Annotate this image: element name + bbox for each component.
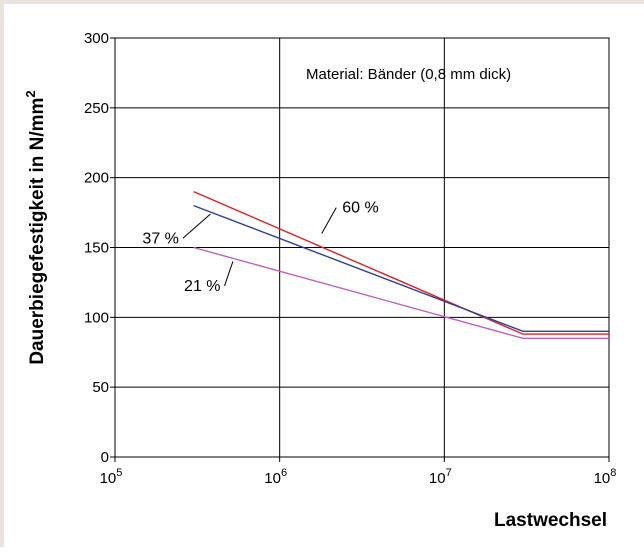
series-leader (224, 261, 234, 286)
y-tick-label: 150 (84, 240, 109, 257)
x-tick-label: 106 (264, 467, 287, 487)
annotation: Material: Bänder (0,8 mm dick) (306, 66, 511, 83)
x-tick-label: 105 (100, 467, 123, 487)
chart: 0 50 100 150 200 250 300 105 106 107 108 60 % 37 %… (23, 30, 617, 531)
x-axis-title: Lastwechsel (494, 510, 607, 531)
series-label: 37 % (142, 230, 178, 247)
y-tick-label: 200 (84, 170, 109, 187)
y-tick-label: 0 (101, 449, 109, 466)
x-tick-label: 108 (594, 467, 617, 487)
y-tick-label: 300 (84, 30, 109, 47)
y-tick-label: 50 (92, 379, 109, 396)
series-label: 60 % (342, 200, 378, 217)
series-line (193, 190, 609, 335)
series-labels: 60 % 37 % 21 % (142, 200, 378, 295)
series-leader (182, 213, 211, 239)
grid (114, 37, 610, 458)
y-axis-title: Dauerbiegefestigkeit in N/mm2 (23, 90, 48, 364)
y-tick-label: 250 (84, 100, 109, 117)
y-tick-label: 100 (84, 309, 109, 326)
series-lines (193, 190, 609, 339)
x-axis: 105 106 107 108 (100, 457, 617, 487)
series-line (193, 204, 609, 332)
series-leader (321, 207, 337, 234)
y-axis: 0 50 100 150 200 250 300 (84, 30, 115, 466)
series-label: 21 % (184, 278, 220, 295)
series-line (193, 246, 609, 339)
x-tick-label: 107 (429, 467, 452, 487)
